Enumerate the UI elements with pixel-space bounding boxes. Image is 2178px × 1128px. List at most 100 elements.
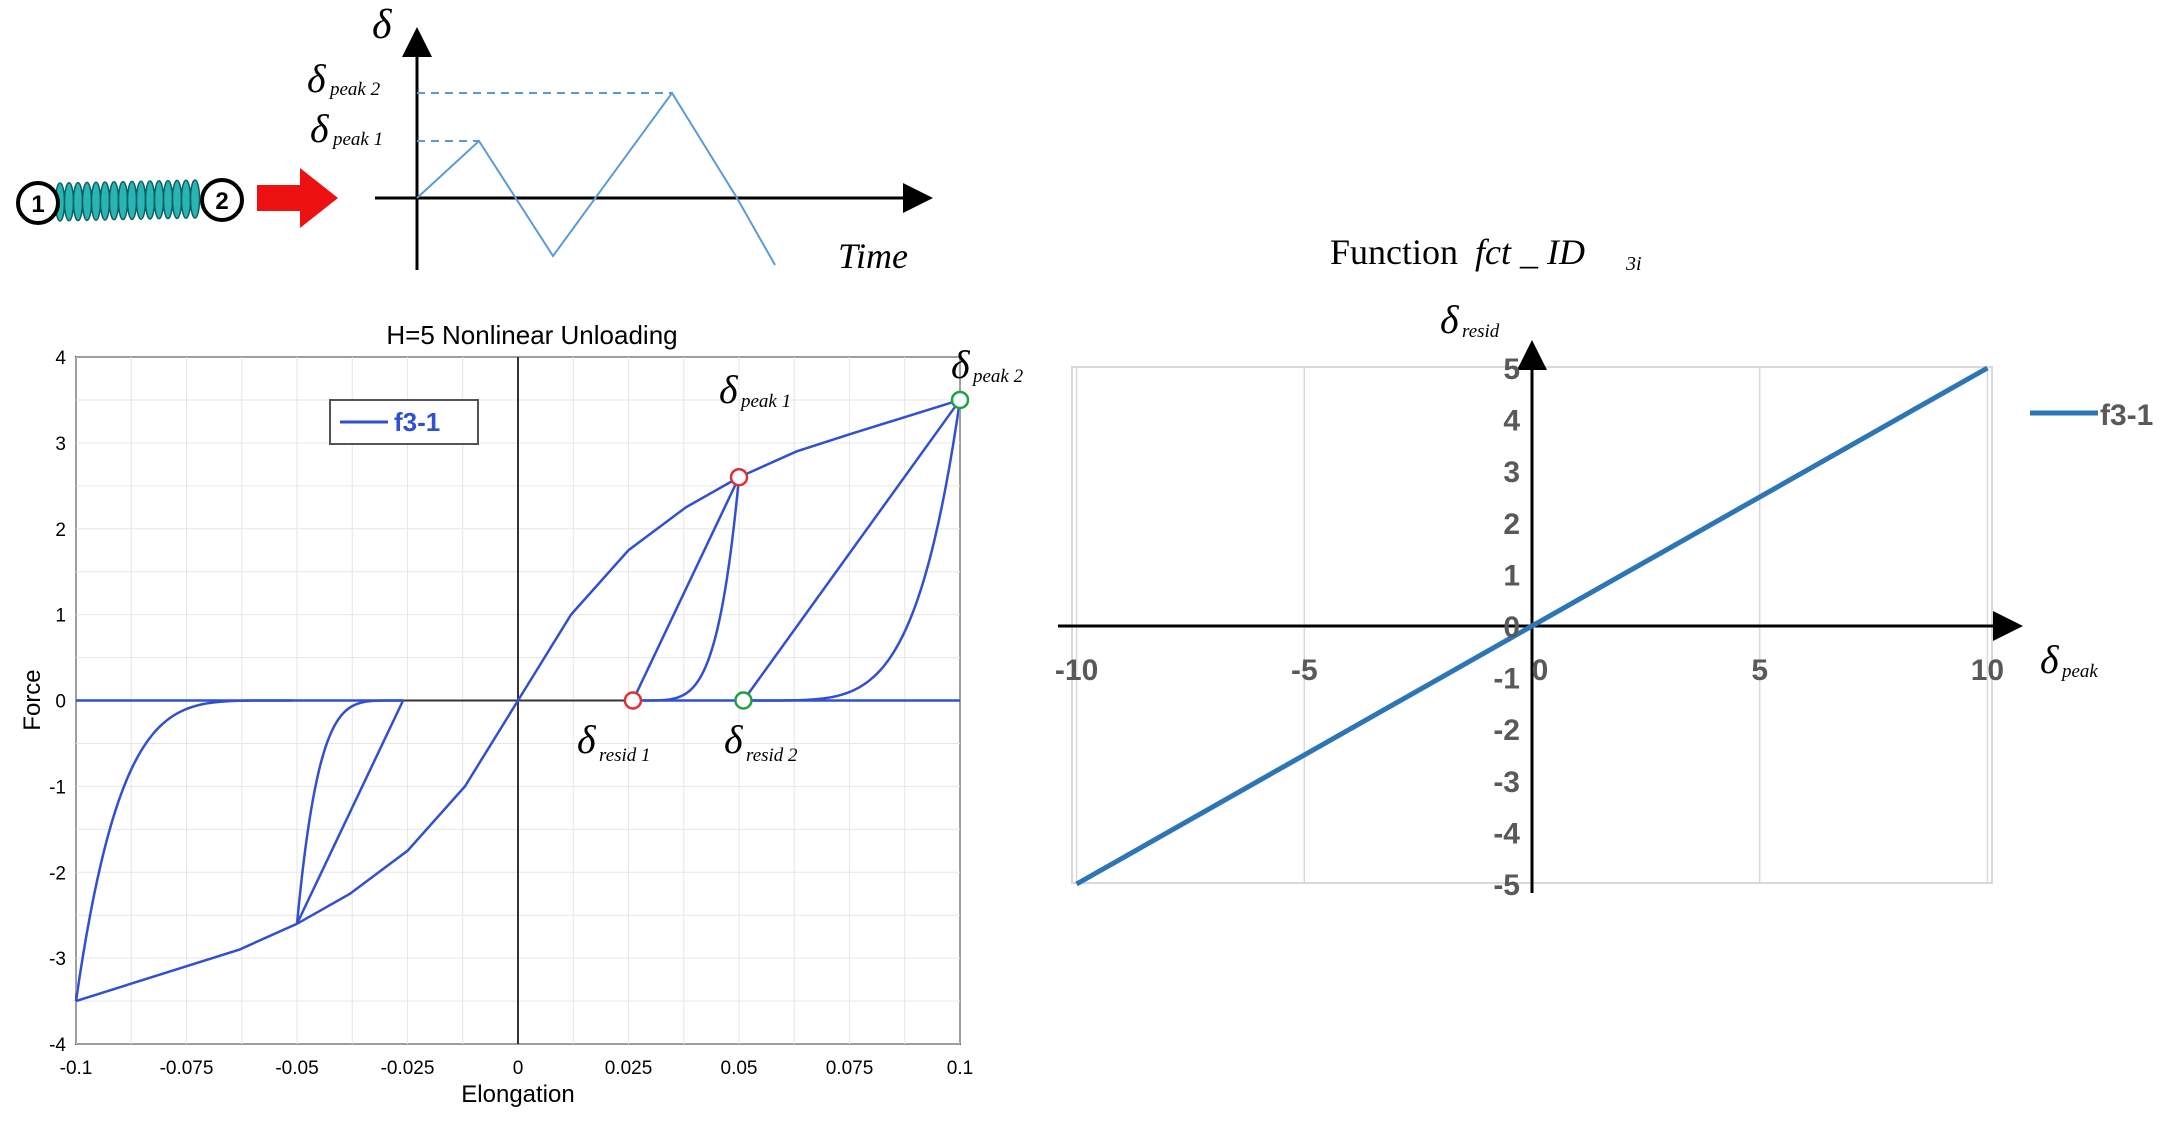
point-marker [729,467,749,487]
spring-node-2: 2 [200,178,244,222]
spring-coil [153,180,165,220]
x-tick-label: 0.025 [605,1058,653,1079]
spring-node-1: 1 [16,181,60,225]
function-x-tick-label: 5 [1751,654,1768,687]
peak2-symbol: δ [307,56,327,101]
function-x-tick-label: 10 [1971,654,2004,687]
function-x-tick-label: -5 [1291,654,1318,687]
annotation-peak2: δ peak 2 [951,342,1024,387]
function-y-tick-labels: 5 4 3 2 1 0 -1 -2 -3 -4 -5 [1493,353,1520,902]
spring-coil [135,180,147,220]
spring-coil [117,180,129,221]
function-y-tick-label: -3 [1493,766,1520,799]
x-tick-label: -0.025 [381,1058,435,1079]
function-y-subscript: resid [1462,321,1500,342]
y-axis-label: Force [19,669,46,730]
function-title-fct: fct _ ID [1475,232,1585,272]
function-x-axis-label: δ peak [2040,637,2098,682]
load-arrow [257,168,338,228]
chart-title: H=5 Nonlinear Unloading [386,320,677,350]
spring-coil [108,181,120,221]
function-x-symbol: δ [2040,637,2060,682]
annotation-peak2-symbol: δ [951,342,971,387]
peak2-subscript: peak 2 [328,79,381,100]
y-tick-label: -1 [49,777,66,798]
annotation-resid2-subscript: resid 2 [746,745,798,766]
function-y-tick-label: 1 [1503,559,1520,592]
function-y-tick-label: 3 [1503,456,1520,489]
spring-coil [81,181,93,222]
x-tick-label: 0.05 [721,1058,758,1079]
spring-coil [162,179,174,220]
y-tick-label: 1 [55,606,66,627]
x-tick-label: -0.1 [60,1058,93,1079]
x-tick-label: -0.075 [160,1058,214,1079]
force-elongation-chart: H=5 Nonlinear Unloading -0.1 -0.075 -0.05 -… [19,320,1024,1108]
function-y-tick-label: 2 [1503,508,1520,541]
function-title: Function fct _ ID 3i [1330,232,1642,275]
reloading-line [631,476,741,702]
spring-coil [90,181,102,221]
annotation-peak2-subscript: peak 2 [971,366,1024,387]
y-tick-label: -4 [49,1035,66,1056]
spring-node-1-label: 1 [31,191,44,218]
markers [623,390,970,710]
function-y-tick-label: 0 [1503,611,1520,644]
spring-coil [126,180,138,221]
annotation-resid2-symbol: δ [724,717,744,762]
annotation-resid1: δ resid 1 [577,717,651,766]
legend-label: f3-1 [394,407,440,437]
spring-coil [144,180,156,220]
annotation-peak1-subscript: peak 1 [739,391,791,412]
x-tick-label: 0.075 [826,1058,874,1079]
spring-coil [180,179,192,219]
function-y-axis-label: δ resid [1440,297,1500,342]
function-title-prefix: Function [1330,232,1458,272]
function-x-tick-labels: -10 -5 0 5 10 [1055,654,2004,687]
annotation-resid2: δ resid 2 [724,717,798,766]
function-legend-label: f3-1 [2100,399,2153,432]
time-axis-label: Time [838,236,908,276]
spring-coil [63,182,75,222]
reloading-line [295,699,405,925]
grid [75,356,961,1045]
y-tick-label: 3 [55,434,66,455]
annotation-resid1-subscript: resid 1 [599,745,651,766]
function-x-tick-label: -10 [1055,654,1098,687]
function-y-tick-label: 4 [1503,405,1520,438]
spring-coil [99,181,111,221]
function-y-tick-label: -4 [1493,817,1520,850]
y-tick-label: 2 [55,520,66,541]
time-history-chart: δ δ peak 2 δ peak 1 Time [307,2,933,276]
spring-node-2-label: 2 [215,188,228,215]
delta-axis-symbol: δ [372,2,393,48]
function-y-symbol: δ [1440,297,1460,342]
annotation-peak1-symbol: δ [719,367,739,412]
annotation-resid1-symbol: δ [577,717,597,762]
function-y-tick-label: -5 [1493,869,1520,902]
function-y-tick-label: -1 [1493,663,1520,696]
function-title-subscript: 3i [1625,253,1642,275]
peak1-symbol: δ [310,106,330,151]
legend: f3-1 [329,399,479,445]
function-y-tick-label: 5 [1503,353,1520,386]
function-legend: f3-1 [2030,399,2153,432]
point-marker [950,390,970,410]
delta-time-line [416,91,776,266]
y-tick-label: -2 [49,863,66,884]
y-tick-label: 4 [55,348,66,369]
spring-coil [72,181,84,222]
function-chart: Function fct _ ID 3i -10 -5 0 5 10 5 4 3 2 1 0 -1 -… [1055,232,2153,902]
spring-coils [54,179,203,222]
function-y-tick-label: -2 [1493,714,1520,747]
point-marker [623,691,643,710]
spring-coil [171,179,183,220]
x-tick-label: -0.05 [275,1058,318,1079]
spring-schematic: 1 2 [16,168,338,228]
spring-coil [189,179,201,219]
x-tick-labels: -0.1 -0.075 -0.05 -0.025 0 0.025 0.05 0.075 0.1 [60,1058,974,1079]
x-axis-label: Elongation [461,1081,574,1108]
peak1-subscript: peak 1 [331,129,383,150]
reloading-line [742,399,962,702]
